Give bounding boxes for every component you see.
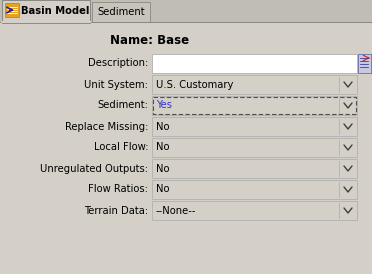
Text: Flow Ratios:: Flow Ratios: (88, 184, 148, 195)
Bar (152, 159, 357, 178)
Text: Unregulated Outputs:: Unregulated Outputs: (40, 164, 148, 173)
Text: U.S. Customary: U.S. Customary (156, 79, 233, 90)
Text: Sediment: Sediment (97, 7, 145, 17)
Text: No: No (156, 184, 170, 195)
Text: No: No (156, 121, 170, 132)
Text: Name: Base: Name: Base (110, 35, 189, 47)
Text: Yes: Yes (156, 101, 172, 110)
Bar (152, 75, 357, 94)
Bar (5, 3, 19, 17)
Bar (92, 2, 150, 22)
Bar (358, 54, 371, 73)
Text: Replace Missing:: Replace Missing: (65, 121, 148, 132)
Bar (152, 54, 357, 73)
Text: No: No (156, 164, 170, 173)
Bar (152, 201, 357, 220)
Bar (0, 0, 372, 22)
Text: Unit System:: Unit System: (84, 79, 148, 90)
Text: Terrain Data:: Terrain Data: (84, 206, 148, 215)
Text: Sediment:: Sediment: (97, 101, 148, 110)
Bar (152, 117, 357, 136)
Bar (0, 224, 372, 274)
Bar (152, 96, 357, 115)
Text: Local Flow:: Local Flow: (93, 142, 148, 153)
Bar (152, 180, 357, 199)
Text: --None--: --None-- (156, 206, 196, 215)
Bar (152, 138, 357, 157)
Text: No: No (156, 142, 170, 153)
Bar (153, 97, 356, 114)
Bar (2, 0, 90, 23)
Text: Basin Model: Basin Model (21, 6, 89, 16)
Text: Description:: Description: (88, 59, 148, 68)
